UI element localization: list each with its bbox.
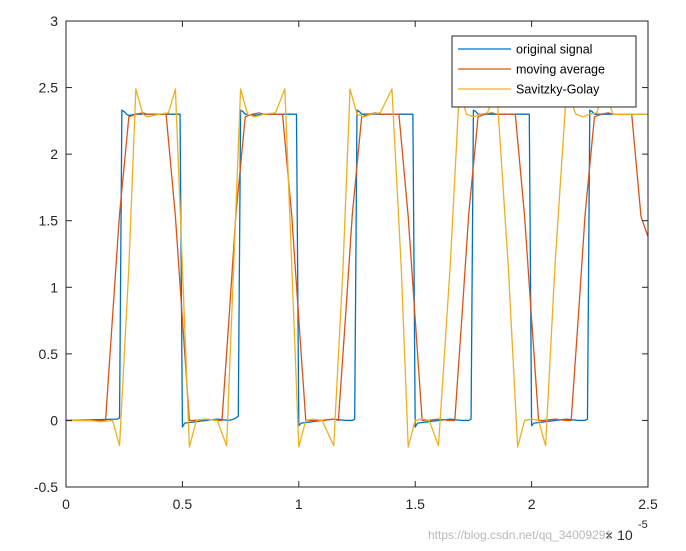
y-tick-label: 3 [50, 13, 58, 29]
x-tick-label: 1.5 [405, 496, 425, 512]
y-tick-label: 0 [50, 412, 58, 428]
legend-label-3: Savitzky-Golay [516, 83, 600, 97]
series-line-1 [65, 109, 648, 428]
y-tick-label: 2.5 [39, 80, 59, 96]
y-tick-label: 2 [50, 146, 58, 162]
y-tick-label: 1 [50, 279, 58, 295]
series-layer [65, 88, 649, 448]
x-exponent-label: × 10 -5 [605, 519, 648, 543]
legend-label-1: original signal [516, 43, 592, 57]
y-tick-label: 1.5 [39, 213, 59, 229]
x-tick-label: 1 [295, 496, 303, 512]
y-tick-label: 0.5 [39, 346, 59, 362]
x-tick-label: 0 [62, 496, 70, 512]
legend-label-2: moving average [516, 63, 605, 77]
x-exponent-base: × 10 [605, 527, 633, 543]
legend-box [451, 35, 637, 108]
axes-box [65, 20, 649, 488]
legend: original signal moving average Savitzky-Go… [451, 35, 637, 108]
x-tick-label: 2.5 [638, 496, 658, 512]
x-exponent-power: -5 [638, 519, 648, 531]
y-tick-label: -0.5 [34, 479, 58, 495]
x-axis: 0 0.5 1 1.5 2 2.5 [62, 21, 658, 512]
series-line-3 [66, 88, 648, 448]
watermark: https://blog.csdn.net/qq_34009291 [428, 528, 612, 542]
x-tick-label: 2 [528, 496, 536, 512]
series-line-2 [66, 112, 649, 422]
y-axis: -0.5 0 0.5 1 1.5 2 2.5 3 [34, 13, 648, 495]
x-tick-label: 0.5 [173, 496, 193, 512]
